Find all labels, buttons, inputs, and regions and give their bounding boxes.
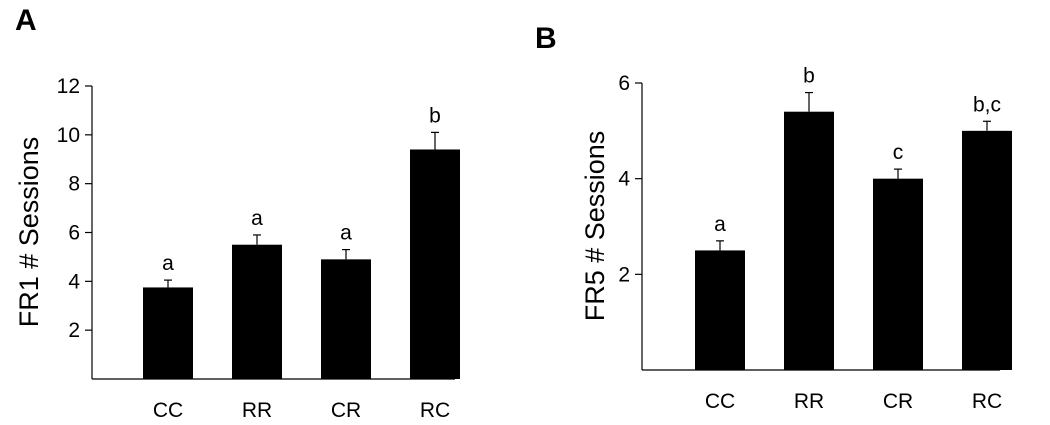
bar-cc — [143, 287, 193, 379]
x-tick-label: RC — [420, 399, 450, 422]
y-axis-title: FR5 # Sessions — [580, 131, 610, 322]
significance-label: b — [803, 65, 815, 88]
bar-rc — [962, 130, 1012, 370]
bar-cc — [695, 250, 745, 370]
significance-label: b,c — [973, 93, 1001, 116]
x-tick-label: CC — [153, 399, 183, 422]
y-tick-label: 10 — [57, 124, 80, 147]
significance-label: b — [429, 104, 441, 127]
panel-label-b: B — [535, 22, 557, 55]
y-tick-label: 4 — [618, 168, 630, 191]
bar-rr — [232, 244, 282, 379]
x-tick-label: CR — [883, 390, 913, 413]
significance-label: a — [714, 213, 726, 236]
y-tick-label: 12 — [57, 75, 80, 98]
significance-label: a — [162, 252, 174, 275]
x-tick-label: RR — [794, 390, 824, 413]
x-tick-label: CC — [705, 390, 735, 413]
x-tick-label: RC — [972, 390, 1002, 413]
y-tick-label: 6 — [618, 72, 630, 95]
significance-label: a — [251, 207, 263, 230]
y-tick-label: 4 — [68, 270, 80, 293]
bar-rc — [410, 149, 460, 379]
significance-label: c — [893, 141, 904, 164]
y-tick-label: 2 — [68, 319, 80, 342]
bar-rr — [784, 111, 834, 370]
x-tick-label: CR — [331, 399, 361, 422]
bar-cr — [873, 178, 923, 370]
x-tick-label: RR — [242, 399, 272, 422]
y-tick-label: 8 — [68, 173, 80, 196]
y-tick-label: 6 — [68, 222, 80, 245]
panel-a: A 2 4 6 8 10 12 FR1 # Sessions a CC a RR a CR b RC — [14, 4, 460, 422]
y-axis-title: FR1 # Sessions — [14, 137, 44, 328]
panel-b: B 2 4 6 FR5 # Sessions a CC b RR c CR b,c RC — [535, 22, 1012, 413]
y-tick-label: 2 — [618, 263, 630, 286]
significance-label: a — [340, 222, 352, 245]
bar-cr — [321, 259, 371, 379]
panel-label-a: A — [15, 4, 37, 37]
